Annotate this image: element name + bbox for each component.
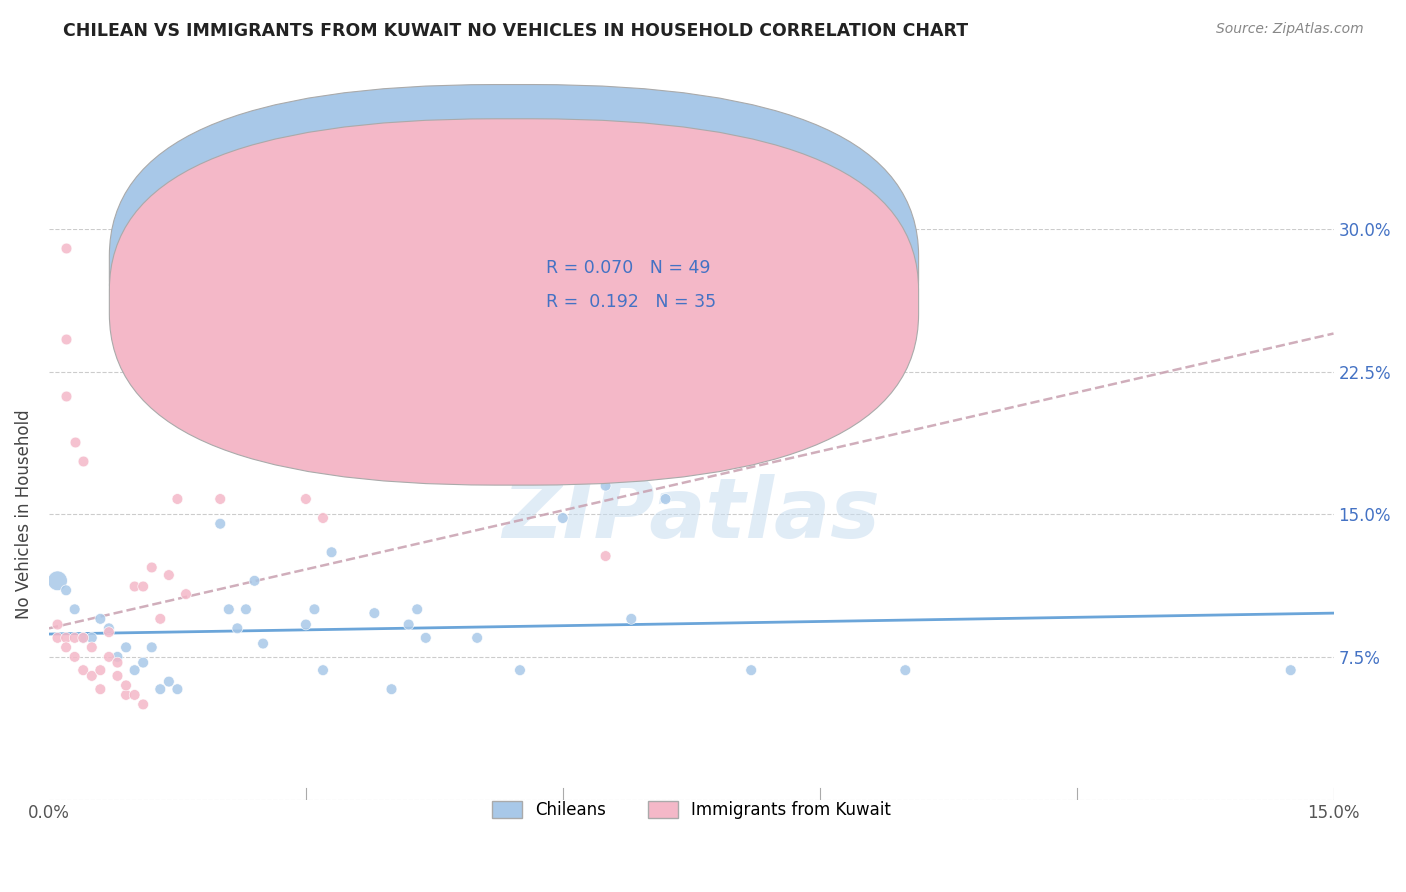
Point bbox=[141, 560, 163, 574]
Point bbox=[97, 649, 120, 664]
Point bbox=[406, 602, 429, 616]
Point bbox=[149, 682, 172, 697]
FancyBboxPatch shape bbox=[110, 85, 918, 450]
Point bbox=[72, 631, 94, 645]
Point bbox=[295, 617, 318, 632]
Point bbox=[243, 574, 266, 588]
Point bbox=[80, 631, 103, 645]
Text: R = 0.070   N = 49: R = 0.070 N = 49 bbox=[546, 259, 710, 277]
Point bbox=[63, 649, 86, 664]
Point bbox=[304, 602, 326, 616]
Point bbox=[132, 698, 155, 712]
Point bbox=[157, 568, 180, 582]
Point bbox=[312, 663, 335, 677]
Point bbox=[107, 669, 129, 683]
Point bbox=[157, 674, 180, 689]
Y-axis label: No Vehicles in Household: No Vehicles in Household bbox=[15, 409, 32, 619]
Point bbox=[149, 612, 172, 626]
Point bbox=[595, 549, 617, 563]
Point bbox=[115, 688, 138, 702]
Point bbox=[321, 545, 343, 559]
Point bbox=[740, 663, 762, 677]
Text: R =  0.192   N = 35: R = 0.192 N = 35 bbox=[546, 293, 716, 311]
Point bbox=[124, 580, 146, 594]
Point bbox=[46, 631, 69, 645]
Point bbox=[465, 631, 488, 645]
Point bbox=[595, 478, 617, 492]
Text: ZIPatlas: ZIPatlas bbox=[502, 474, 880, 555]
Text: CHILEAN VS IMMIGRANTS FROM KUWAIT NO VEHICLES IN HOUSEHOLD CORRELATION CHART: CHILEAN VS IMMIGRANTS FROM KUWAIT NO VEH… bbox=[63, 22, 969, 40]
Point bbox=[46, 617, 69, 632]
Point bbox=[551, 511, 574, 525]
Point bbox=[89, 612, 111, 626]
Point bbox=[72, 663, 94, 677]
Point bbox=[1279, 663, 1302, 677]
Point bbox=[209, 516, 232, 531]
Point bbox=[89, 663, 111, 677]
Point bbox=[55, 241, 77, 255]
Point bbox=[132, 580, 155, 594]
Point bbox=[124, 688, 146, 702]
Point bbox=[218, 602, 240, 616]
Point bbox=[174, 587, 197, 601]
Point bbox=[218, 283, 240, 297]
Point bbox=[141, 640, 163, 655]
Point bbox=[115, 678, 138, 692]
Point bbox=[72, 631, 94, 645]
Point bbox=[380, 682, 402, 697]
Point bbox=[398, 617, 420, 632]
Point bbox=[55, 640, 77, 655]
Point bbox=[312, 511, 335, 525]
Point bbox=[63, 434, 86, 449]
Point bbox=[55, 583, 77, 598]
Point bbox=[226, 621, 249, 635]
Point bbox=[55, 332, 77, 346]
Point bbox=[107, 656, 129, 670]
Point bbox=[97, 625, 120, 640]
Point bbox=[55, 631, 77, 645]
Point bbox=[89, 682, 111, 697]
Point bbox=[55, 389, 77, 403]
Point bbox=[107, 649, 129, 664]
Point bbox=[654, 491, 676, 506]
Legend: Chileans, Immigrants from Kuwait: Chileans, Immigrants from Kuwait bbox=[485, 794, 897, 825]
Point bbox=[252, 636, 274, 650]
Point bbox=[894, 663, 917, 677]
Point bbox=[97, 621, 120, 635]
Point bbox=[235, 602, 257, 616]
FancyBboxPatch shape bbox=[472, 244, 762, 329]
Point bbox=[620, 612, 643, 626]
Point bbox=[415, 631, 437, 645]
Point bbox=[132, 656, 155, 670]
Point bbox=[209, 491, 232, 506]
Text: Source: ZipAtlas.com: Source: ZipAtlas.com bbox=[1216, 22, 1364, 37]
Point bbox=[295, 491, 318, 506]
Point bbox=[115, 640, 138, 655]
Point bbox=[72, 454, 94, 468]
Point bbox=[63, 631, 86, 645]
Point bbox=[124, 663, 146, 677]
Point bbox=[166, 682, 188, 697]
Point bbox=[63, 602, 86, 616]
Point bbox=[509, 663, 531, 677]
Point bbox=[166, 491, 188, 506]
FancyBboxPatch shape bbox=[110, 119, 918, 485]
Point bbox=[80, 669, 103, 683]
Point bbox=[46, 574, 69, 588]
Point bbox=[80, 640, 103, 655]
Point bbox=[363, 606, 385, 620]
